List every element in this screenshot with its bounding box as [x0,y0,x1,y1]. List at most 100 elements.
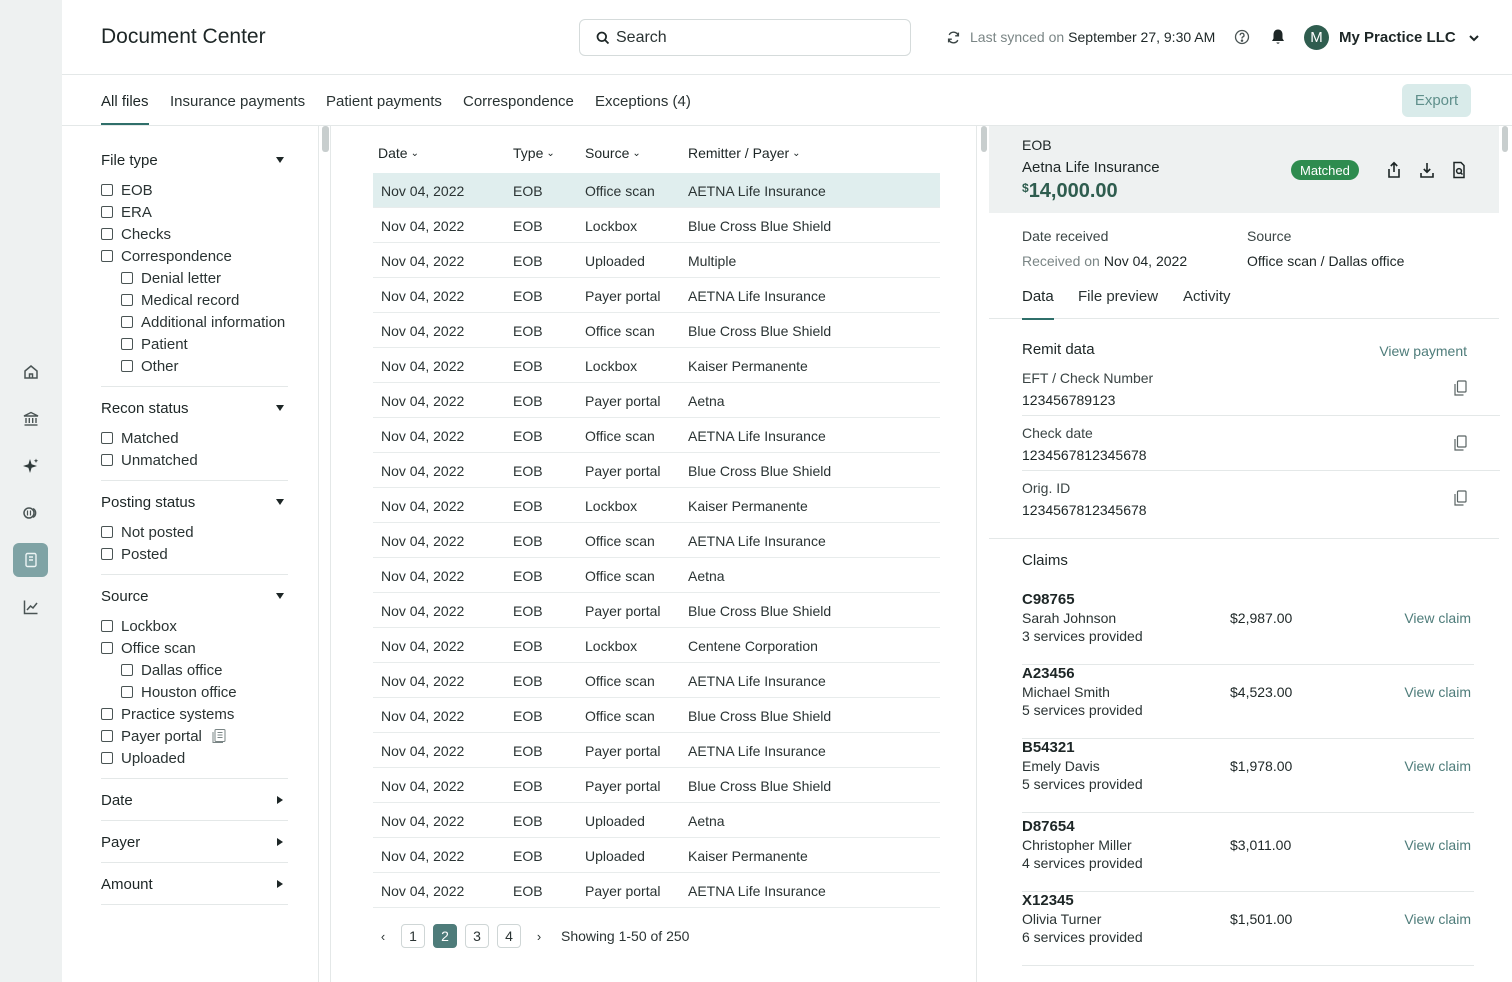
filter-header[interactable]: Posting status [101,491,288,513]
filter-option[interactable]: Posted [101,543,288,565]
table-row[interactable]: Nov 04, 2022 EOB Lockbox Blue Cross Blue Sh… [373,208,940,243]
checkbox[interactable] [121,664,133,676]
chart-icon[interactable] [13,590,48,624]
checkbox[interactable] [101,250,113,262]
table-row[interactable]: Nov 04, 2022 EOB Lockbox Centene Corporatio… [373,628,940,663]
search-input[interactable] [616,28,896,47]
filter-option[interactable]: Unmatched [101,449,288,471]
table-row[interactable]: Nov 04, 2022 EOB Office scan AETNA Life Ins… [373,523,940,558]
filter-option[interactable]: Payer portal [101,725,288,747]
checkbox[interactable] [101,526,113,538]
table-row[interactable]: Nov 04, 2022 EOB Payer portal Aetna [373,383,940,418]
account-menu[interactable]: M My Practice LLC [1304,25,1480,50]
checkbox[interactable] [121,360,133,372]
table-row[interactable]: Nov 04, 2022 EOB Payer portal Blue Cross Bl… [373,768,940,803]
export-button[interactable]: Export [1402,84,1471,117]
column-header-remitter[interactable]: Remitter / Payer ⌄ [688,145,801,161]
filter-header[interactable]: Source [101,585,288,607]
checkbox[interactable] [101,548,113,560]
table-row[interactable]: Nov 04, 2022 EOB Uploaded Aetna [373,803,940,838]
filter-header[interactable]: File type [101,149,288,171]
table-row[interactable]: Nov 04, 2022 EOB Office scan Blue Cross Blu… [373,698,940,733]
view-claim-link[interactable]: View claim [1404,837,1471,853]
filter-sub-option[interactable]: Dallas office [101,659,288,681]
checkbox[interactable] [101,752,113,764]
checkbox[interactable] [121,272,133,284]
filter-option[interactable]: Office scan [101,637,288,659]
checkbox[interactable] [121,686,133,698]
help-icon[interactable] [1234,29,1250,45]
table-row[interactable]: Nov 04, 2022 EOB Office scan Blue Cross Blu… [373,313,940,348]
filter-option[interactable]: Uploaded [101,747,288,769]
tab-patient-payments[interactable]: Patient payments [326,93,442,110]
table-row[interactable]: Nov 04, 2022 EOB Lockbox Kaiser Permanente [373,348,940,383]
table-row[interactable]: Nov 04, 2022 EOB Payer portal Blue Cross Bl… [373,453,940,488]
page-3-button[interactable]: 3 [465,924,489,948]
filter-sub-option[interactable]: Denial letter [101,267,288,289]
chevron-right-icon[interactable]: › [536,928,542,944]
checkbox[interactable] [101,730,113,742]
checkbox[interactable] [101,454,113,466]
filter-sub-option[interactable]: Medical record [101,289,288,311]
tab-exceptions[interactable]: Exceptions (4) [595,93,691,110]
tab-all-files[interactable]: All files [101,93,149,125]
share-icon[interactable] [1386,161,1402,179]
filter-option[interactable]: Matched [101,427,288,449]
chevron-left-icon[interactable]: ‹ [380,928,386,944]
detail-scrollbar[interactable] [1502,126,1508,152]
tab-data[interactable]: Data [1022,288,1054,320]
checkbox[interactable] [101,228,113,240]
checkbox[interactable] [101,432,113,444]
filter-option[interactable]: Practice systems [101,703,288,725]
page-2-button[interactable]: 2 [433,924,457,948]
table-row[interactable]: Nov 04, 2022 EOB Payer portal AETNA Life In… [373,278,940,313]
filter-header[interactable]: Recon status [101,397,288,419]
tab-correspondence[interactable]: Correspondence [463,93,574,110]
column-header-type[interactable]: Type ⌄ [513,145,555,161]
filter-header[interactable]: Payer [101,831,288,853]
filter-sub-option[interactable]: Patient [101,333,288,355]
checkbox[interactable] [121,316,133,328]
filter-option[interactable]: Checks [101,223,288,245]
page-4-button[interactable]: 4 [497,924,521,948]
view-claim-link[interactable]: View claim [1404,684,1471,700]
download-icon[interactable] [1419,161,1435,179]
home-icon[interactable] [13,355,48,389]
filter-option[interactable]: EOB [101,179,288,201]
table-row[interactable]: Nov 04, 2022 EOB Payer portal AETNA Life In… [373,733,940,768]
copy-icon[interactable] [1454,380,1467,396]
checkbox[interactable] [101,708,113,720]
column-header-source[interactable]: Source ⌄ [585,145,641,161]
filter-option[interactable]: Not posted [101,521,288,543]
filter-option[interactable]: Lockbox [101,615,288,637]
detail-left-scrollbar[interactable] [981,126,987,152]
bank-icon[interactable] [13,402,48,436]
tab-file-preview[interactable]: File preview [1078,288,1159,305]
filter-sub-option[interactable]: Houston office [101,681,288,703]
coins-icon[interactable] [13,496,48,530]
tab-activity[interactable]: Activity [1183,288,1231,305]
table-left-scrollbar[interactable] [322,126,328,152]
document-search-icon[interactable] [1451,161,1467,179]
table-row[interactable]: Nov 04, 2022 EOB Office scan AETNA Life Ins… [373,173,940,208]
filter-header[interactable]: Date [101,789,288,811]
copy-icon[interactable] [1454,435,1467,451]
sync-icon[interactable] [946,30,961,45]
checkbox[interactable] [101,642,113,654]
table-row[interactable]: Nov 04, 2022 EOB Payer portal Blue Cross Bl… [373,593,940,628]
filter-option[interactable]: ERA [101,201,288,223]
document-icon[interactable] [13,543,48,577]
filter-option[interactable]: Correspondence [101,245,288,267]
tab-insurance-payments[interactable]: Insurance payments [170,93,306,110]
table-row[interactable]: Nov 04, 2022 EOB Office scan Aetna [373,558,940,593]
view-claim-link[interactable]: View claim [1404,610,1471,626]
copy-icon[interactable] [1454,490,1467,506]
checkbox[interactable] [101,620,113,632]
checkbox[interactable] [101,206,113,218]
view-payment-link[interactable]: View payment [1379,343,1467,359]
table-row[interactable]: Nov 04, 2022 EOB Uploaded Multiple [373,243,940,278]
view-claim-link[interactable]: View claim [1404,911,1471,927]
sparkle-icon[interactable] [13,449,48,483]
table-row[interactable]: Nov 04, 2022 EOB Uploaded Kaiser Permanente [373,838,940,873]
table-row[interactable]: Nov 04, 2022 EOB Office scan AETNA Life Ins… [373,663,940,698]
